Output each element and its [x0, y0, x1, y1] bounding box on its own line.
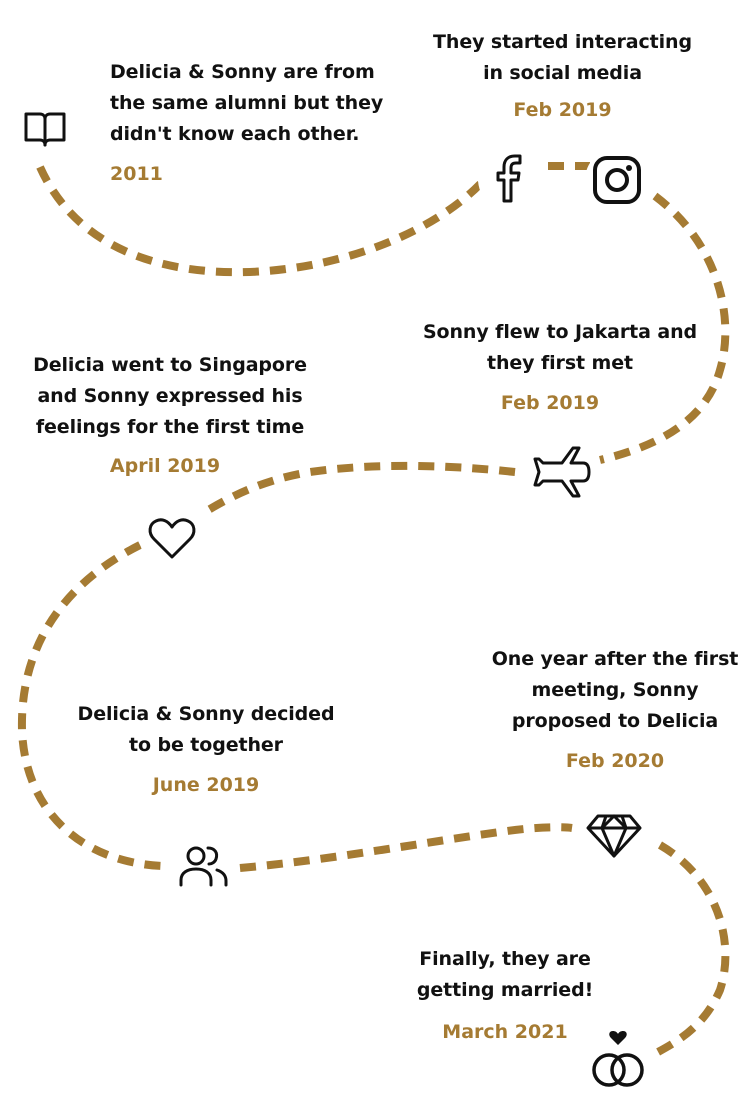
event-text-2: They started interacting in social media: [433, 31, 692, 84]
event-date-1: 2011: [110, 163, 163, 185]
diamond-icon: [582, 804, 646, 868]
event-date-7: March 2021: [442, 1021, 568, 1043]
event-text-4: Delicia went to Singapore and Sonny expr…: [33, 354, 307, 438]
event-date-6: Feb 2020: [565, 750, 665, 772]
rings-icon: [586, 1028, 650, 1092]
instagram-icon: [585, 148, 649, 212]
event-text-5: Delicia & Sonny decided to be together: [77, 703, 335, 756]
airplane-icon: [530, 440, 594, 504]
event-text-1: Delicia & Sonny are from the same alumni…: [110, 61, 384, 145]
event-text-7: Finally, they are getting married!: [416, 948, 594, 1001]
heart-icon: [140, 507, 204, 571]
event-date-4: April 2019: [109, 455, 221, 477]
event-text-6: One year after the first meeting, Sonny …: [491, 648, 739, 732]
event-text-3: Sonny flew to Jakarta and they first met: [422, 321, 698, 374]
event-date-3: Feb 2019: [500, 392, 600, 414]
book-icon: [13, 97, 77, 161]
event-date-2: Feb 2019: [513, 99, 612, 121]
event-date-5: June 2019: [152, 774, 260, 796]
users-icon: [172, 834, 236, 898]
facebook-icon: [478, 147, 542, 211]
